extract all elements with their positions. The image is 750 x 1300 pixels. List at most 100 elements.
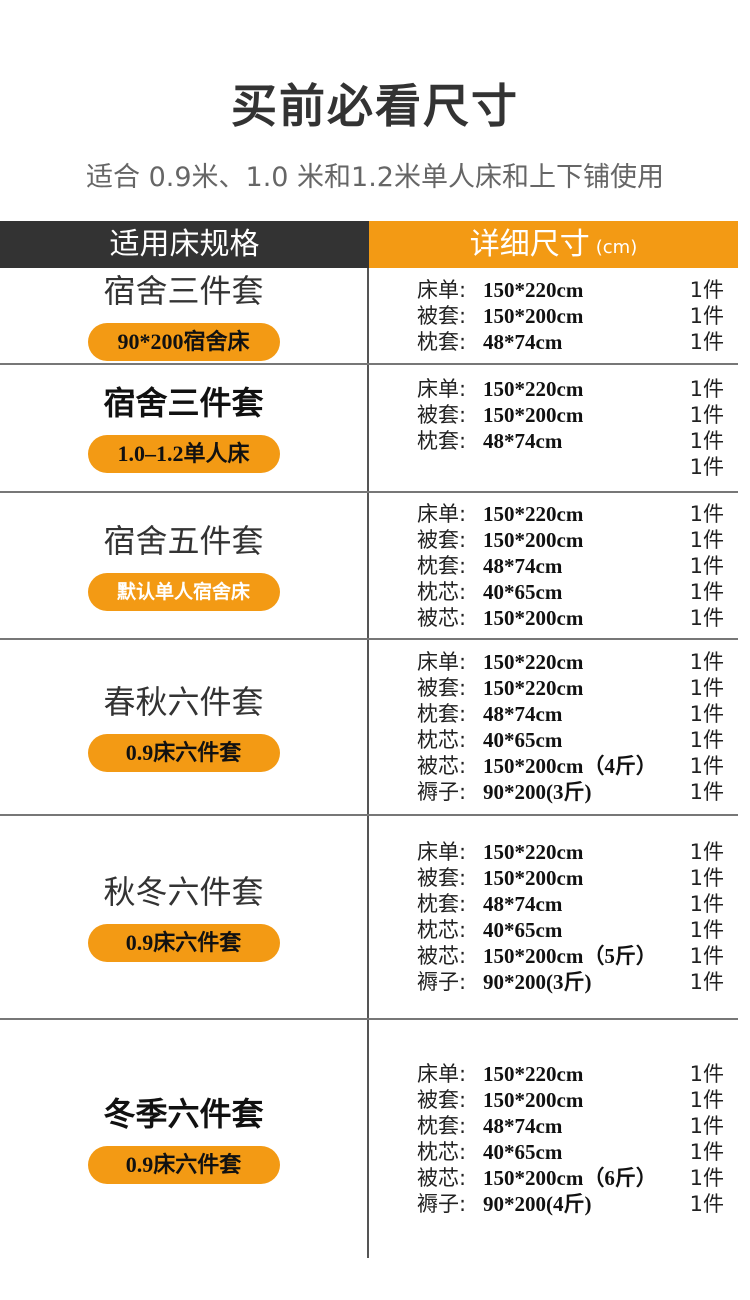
bed-size-badge: 1.0–1.2单人床	[87, 435, 280, 473]
item-name: 褥子:	[417, 1192, 467, 1216]
item-qty: 1件	[689, 754, 724, 778]
item-qty: 1件	[689, 1088, 724, 1112]
set-name: 宿舍五件套	[103, 521, 264, 560]
set-name: 宿舍三件套	[103, 385, 264, 421]
item-qty: 1件	[689, 892, 724, 916]
item-size: 150*220cm	[483, 676, 584, 700]
item-size: 150*220cm	[483, 1062, 584, 1086]
header-unit: (cm)	[595, 236, 638, 258]
table-row: 宿舍三件套 90*200宿舍床 床单: 150*220cm 1件 被套: 150*200cm…	[0, 268, 738, 365]
detail-cell: 床单: 150*220cm 1件 被套: 150*220cm 1件 枕套: 48*74cm 1件…	[369, 640, 738, 814]
item-name: 枕芯:	[417, 918, 467, 942]
item-size: 48*74cm	[483, 553, 563, 578]
item-qty: 1件	[689, 840, 724, 864]
item-size: 150*200cm	[483, 605, 584, 630]
item-name: 被芯:	[417, 1166, 467, 1190]
item-size: 150*220cm	[483, 377, 584, 401]
item-size: 40*65cm	[483, 918, 563, 942]
page-subtitle: 适合 0.9米、1.0 米和1.2米单人床和上下铺使用	[86, 162, 664, 193]
bed-spec-cell: 宿舍三件套 1.0–1.2单人床	[0, 365, 369, 491]
item-name: 被套:	[417, 676, 467, 700]
detail-cell: 床单: 150*220cm 1件 被套: 150*200cm 1件 枕套: 48*74cm 1件…	[369, 816, 738, 1018]
item-size: 150*200cm（6斤）	[483, 1166, 657, 1190]
item-size: 150*220cm	[483, 501, 584, 526]
item-name: 褥子:	[417, 970, 467, 994]
item-name: 被套:	[417, 403, 467, 427]
bed-spec-cell: 宿舍五件套 默认单人宿舍床	[0, 493, 369, 638]
item-line: 床单: 150*220cm 1件	[417, 649, 724, 675]
item-name: 床单:	[417, 501, 467, 526]
item-line: 枕套: 48*74cm 1件	[417, 1113, 724, 1139]
item-qty: 1件	[689, 303, 724, 328]
item-qty: 1件	[689, 676, 724, 700]
set-name: 春秋六件套	[103, 683, 264, 721]
item-qty: 1件	[689, 455, 724, 479]
item-line: 床单: 150*220cm 1件	[417, 277, 724, 303]
item-size: 90*200(4斤)	[483, 1192, 592, 1216]
item-line: 被套: 150*200cm 1件	[417, 1087, 724, 1113]
bed-spec-cell: 秋冬六件套 0.9床六件套	[0, 816, 369, 1018]
item-line: 床单: 150*220cm 1件	[417, 376, 724, 402]
item-qty: 1件	[689, 277, 724, 302]
item-size: 40*65cm	[483, 728, 563, 752]
item-qty: 1件	[689, 429, 724, 453]
header-detail-size: 详细尺寸 (cm)	[369, 221, 738, 268]
item-line: 褥子: 90*200(4斤) 1件	[417, 1191, 724, 1217]
item-name: 床单:	[417, 840, 467, 864]
item-name: 枕芯:	[417, 728, 467, 752]
item-size: 150*200cm	[483, 303, 584, 328]
table-body: 宿舍三件套 90*200宿舍床 床单: 150*220cm 1件 被套: 150*200cm…	[0, 268, 738, 1258]
item-line: 被芯: 150*200cm 1件	[417, 605, 724, 631]
item-qty: 1件	[689, 605, 724, 630]
item-line: 被套: 150*200cm 1件	[417, 303, 724, 329]
item-qty: 1件	[689, 403, 724, 427]
item-size: 150*200cm（4斤）	[483, 754, 657, 778]
header-bed-spec: 适用床规格	[0, 221, 369, 268]
item-line: 1件	[417, 454, 724, 480]
bed-spec-cell: 宿舍三件套 90*200宿舍床	[0, 268, 369, 363]
item-qty: 1件	[689, 1140, 724, 1164]
item-size: 150*220cm	[483, 840, 584, 864]
item-size: 150*220cm	[483, 650, 584, 674]
item-qty: 1件	[689, 1192, 724, 1216]
item-size: 48*74cm	[483, 892, 563, 916]
item-name: 枕套:	[417, 1114, 467, 1138]
item-name: 被芯:	[417, 605, 467, 630]
item-qty: 1件	[689, 650, 724, 674]
item-name: 被套:	[417, 1088, 467, 1112]
item-qty: 1件	[689, 918, 724, 942]
item-line: 枕芯: 40*65cm 1件	[417, 1139, 724, 1165]
item-line: 枕芯: 40*65cm 1件	[417, 727, 724, 753]
item-qty: 1件	[689, 501, 724, 526]
item-qty: 1件	[689, 329, 724, 354]
item-qty: 1件	[689, 1166, 724, 1190]
item-name: 床单:	[417, 650, 467, 674]
item-qty: 1件	[689, 728, 724, 752]
item-qty: 1件	[689, 702, 724, 726]
table-row: 冬季六件套 0.9床六件套 床单: 150*220cm 1件 被套: 150*200cm 1件…	[0, 1020, 738, 1258]
item-line: 被套: 150*200cm 1件	[417, 865, 724, 891]
item-name: 床单:	[417, 377, 467, 401]
item-name: 床单:	[417, 1062, 467, 1086]
detail-cell: 床单: 150*220cm 1件 被套: 150*200cm 1件 枕套: 48*74cm 1件…	[369, 365, 738, 491]
item-name: 枕套:	[417, 429, 467, 453]
table-row: 春秋六件套 0.9床六件套 床单: 150*220cm 1件 被套: 150*220cm 1件…	[0, 640, 738, 816]
item-qty: 1件	[689, 866, 724, 890]
item-qty: 1件	[689, 527, 724, 552]
item-line: 枕套: 48*74cm 1件	[417, 701, 724, 727]
item-size: 90*200(3斤)	[483, 780, 592, 804]
item-name: 枕套:	[417, 702, 467, 726]
detail-cell: 床单: 150*220cm 1件 被套: 150*200cm 1件 枕套: 48*74cm 1件…	[369, 1020, 738, 1258]
item-name: 被套:	[417, 866, 467, 890]
item-size: 90*200(3斤)	[483, 970, 592, 994]
item-name: 被芯:	[417, 944, 467, 968]
bed-size-badge: 0.9床六件套	[87, 1146, 280, 1184]
item-name: 褥子:	[417, 780, 467, 804]
item-name: 枕套:	[417, 553, 467, 578]
header-detail-label: 详细尺寸	[469, 226, 590, 262]
item-qty: 1件	[689, 780, 724, 804]
item-size: 150*220cm	[483, 277, 584, 302]
size-table: 适用床规格 详细尺寸 (cm) 宿舍三件套 90*200宿舍床床单: 150*220c…	[0, 221, 738, 1258]
page-title: 买前必看尺寸	[231, 79, 519, 133]
item-name: 被套:	[417, 527, 467, 552]
